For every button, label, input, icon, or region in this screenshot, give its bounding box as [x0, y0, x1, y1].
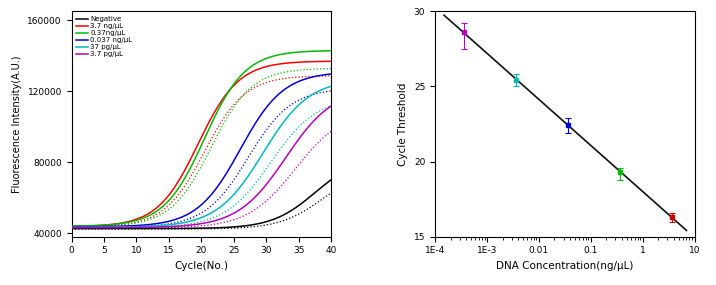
3.7 pg/μL	[327, 104, 336, 108]
37 pg/μL	[113, 225, 122, 229]
Line: 0.037 ng/μL: 0.037 ng/μL	[72, 74, 332, 227]
0.37ng/μL	[241, 70, 249, 73]
3.7 ng/μL	[241, 74, 249, 78]
Y-axis label: Fluorescence Intensity(A.U.): Fluorescence Intensity(A.U.)	[12, 55, 21, 193]
0.037 ng/μL	[113, 225, 122, 228]
Y-axis label: Cycle Threshold: Cycle Threshold	[398, 82, 408, 166]
0.37ng/μL	[263, 56, 271, 60]
37 pg/μL	[263, 145, 271, 148]
0.037 ng/μL	[185, 212, 193, 215]
0.037 ng/μL	[134, 224, 142, 227]
0.037 ng/μL	[263, 105, 271, 108]
0.037 ng/μL	[221, 175, 229, 178]
Line: 3.7 ng/μL: 3.7 ng/μL	[72, 61, 332, 227]
37 pg/μL	[221, 202, 229, 205]
37 pg/μL	[67, 226, 76, 229]
Negative	[67, 227, 76, 230]
0.37ng/μL	[67, 224, 76, 228]
37 pg/μL	[134, 225, 142, 228]
0.037 ng/μL	[67, 225, 76, 229]
3.7 ng/μL	[67, 225, 76, 228]
Line: Negative: Negative	[72, 180, 332, 229]
3.7 ng/μL	[327, 60, 336, 63]
X-axis label: DNA Concentration(ng/μL): DNA Concentration(ng/μL)	[496, 261, 634, 271]
0.037 ng/μL	[241, 139, 249, 143]
Line: 0.37ng/μL: 0.37ng/μL	[72, 51, 332, 226]
0.37ng/μL	[113, 222, 122, 226]
37 pg/μL	[241, 179, 249, 182]
3.7 ng/μL	[134, 217, 142, 220]
3.7 pg/μL	[67, 226, 76, 229]
0.37ng/μL	[185, 169, 193, 172]
Line: 37 pg/μL: 37 pg/μL	[72, 86, 332, 227]
3.7 pg/μL	[263, 182, 271, 185]
3.7 ng/μL	[263, 65, 271, 68]
Negative	[327, 178, 336, 182]
0.37ng/μL	[221, 97, 229, 100]
Negative	[185, 227, 193, 230]
0.37ng/μL	[134, 218, 142, 221]
3.7 ng/μL	[185, 160, 193, 164]
3.7 pg/μL	[113, 226, 122, 229]
3.7 ng/μL	[113, 222, 122, 225]
37 pg/μL	[185, 220, 193, 223]
Negative	[241, 224, 249, 227]
3.7 pg/μL	[185, 223, 193, 227]
Negative	[221, 226, 229, 229]
3.7 ng/μL	[221, 95, 229, 98]
3.7 pg/μL	[221, 216, 229, 219]
X-axis label: Cycle(No.): Cycle(No.)	[175, 261, 228, 271]
Negative	[113, 227, 122, 230]
0.37ng/μL	[327, 49, 336, 52]
3.7 pg/μL	[241, 204, 249, 208]
3.7 pg/μL	[134, 226, 142, 229]
Negative	[134, 227, 142, 230]
0.037 ng/μL	[327, 72, 336, 76]
Negative	[263, 220, 271, 223]
37 pg/μL	[327, 85, 336, 88]
Legend: Negative, 3.7 ng/μL, 0.37ng/μL, 0.037 ng/μL, 37 pg/μL, 3.7 pg/μL: Negative, 3.7 ng/μL, 0.37ng/μL, 0.037 ng…	[75, 15, 134, 59]
Line: 3.7 pg/μL: 3.7 pg/μL	[72, 106, 332, 228]
